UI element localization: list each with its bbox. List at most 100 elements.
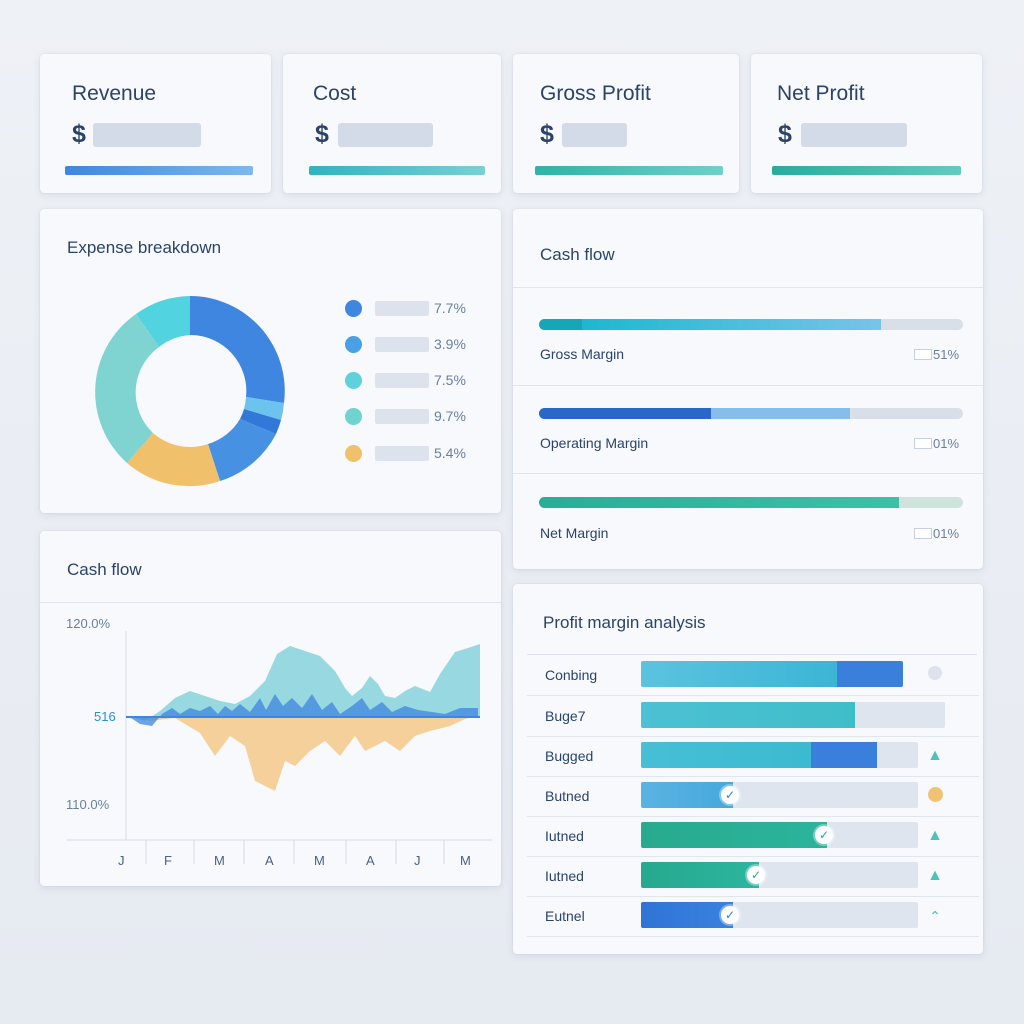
kpi-value-placeholder	[93, 123, 201, 147]
kpi-card-cost[interactable]: Cost $	[283, 54, 501, 193]
kpi-progress-bar	[309, 166, 485, 175]
row-bar-fill	[641, 862, 759, 888]
donut-segment-blue-small[interactable]	[240, 409, 281, 434]
x-tick-label: M	[460, 853, 471, 868]
donut-segment-cyan[interactable]	[136, 296, 190, 347]
bar-segment	[539, 319, 582, 330]
legend-item[interactable]: 7.5%	[345, 369, 495, 391]
row-label: Butned	[545, 788, 590, 804]
value-box	[914, 349, 932, 360]
legend-value: 7.5%	[434, 372, 466, 388]
margin-value: 51%	[933, 347, 960, 362]
legend-value: 9.7%	[434, 408, 466, 424]
margin-label: Operating Margin	[540, 435, 649, 451]
value-box	[914, 438, 932, 449]
check-icon: ✓	[721, 786, 739, 804]
legend-item[interactable]: 5.4%	[345, 442, 495, 464]
profit-row[interactable]: Conbing	[513, 656, 985, 696]
row-bar-track: ✓	[641, 862, 918, 888]
kpi-card-revenue[interactable]: Revenue $	[40, 54, 271, 193]
divider	[40, 602, 501, 603]
legend-label-placeholder	[375, 373, 429, 388]
row-divider	[527, 896, 979, 897]
arrow-up-icon: ▲	[927, 867, 943, 884]
divider	[513, 287, 983, 288]
row-label: Eutnel	[545, 908, 585, 924]
margin-label: Net Margin	[540, 525, 609, 541]
profit-row[interactable]: Butned ✓	[513, 777, 985, 817]
legend-label-placeholder	[375, 337, 429, 352]
profit-row[interactable]: Iutned ✓ ▲	[513, 857, 985, 897]
kpi-title: Revenue	[72, 82, 157, 105]
x-tick-label: F	[164, 853, 172, 868]
row-label: Iutned	[545, 828, 584, 844]
currency-symbol: $	[72, 120, 86, 148]
profit-row[interactable]: Eutnel ✓ ⌃	[513, 897, 985, 937]
legend-value: 5.4%	[434, 445, 466, 461]
legend-item[interactable]: 9.7%	[345, 405, 495, 427]
net-margin-bar[interactable]	[539, 497, 963, 508]
row-divider	[527, 776, 979, 777]
check-icon: ✓	[721, 906, 739, 924]
row-divider	[527, 936, 979, 937]
kpi-value-placeholder	[338, 123, 433, 147]
chevron-up-icon: ⌃	[929, 908, 941, 924]
kpi-title: Net Profit	[777, 82, 865, 105]
donut-chart	[95, 296, 285, 487]
profit-row[interactable]: Buge7	[513, 697, 985, 737]
arrow-up-icon: ▲	[927, 827, 943, 844]
legend-item[interactable]: 7.7%	[345, 297, 495, 319]
kpi-progress-bar	[772, 166, 961, 175]
x-tick-label: A	[265, 853, 274, 868]
x-tick-label: J	[414, 853, 421, 868]
donut-segment-teal[interactable]	[95, 314, 159, 463]
bar-segment	[539, 497, 899, 508]
donut-segment-light-blue[interactable]	[244, 397, 284, 420]
row-bar-fill	[837, 661, 903, 687]
bar-segment	[539, 408, 711, 419]
status-dot-icon	[926, 666, 944, 684]
kpi-card-net-profit[interactable]: Net Profit $	[751, 54, 982, 193]
y-tick-label: 120.0%	[66, 616, 111, 631]
row-bar-track: ✓	[641, 782, 918, 808]
legend-item[interactable]: 3.9%	[345, 333, 495, 355]
legend-label-placeholder	[375, 446, 429, 461]
row-label: Buge7	[545, 708, 586, 724]
kpi-title: Cost	[313, 82, 357, 105]
divider	[513, 473, 983, 474]
row-bar-fill	[811, 742, 877, 768]
kpi-progress-bar	[535, 166, 723, 175]
y-tick-label: 516	[94, 709, 116, 724]
cashflow-area-chart: 120.0% 516 110.0% J F M A M A J M	[66, 616, 492, 868]
donut-segment-blue-large[interactable]	[190, 296, 285, 403]
operating-margin-bar[interactable]	[539, 408, 963, 419]
legend-dot	[345, 372, 362, 389]
row-bar-fill	[641, 661, 837, 687]
legend-dot	[345, 408, 362, 425]
row-bar-track	[641, 702, 945, 728]
kpi-value-placeholder	[801, 123, 907, 147]
row-bar-fill	[641, 822, 827, 848]
kpi-title: Gross Profit	[540, 82, 651, 105]
panel-title: Profit margin analysis	[543, 613, 706, 632]
bar-segment	[711, 408, 850, 419]
donut-segment-yellow[interactable]	[127, 433, 220, 487]
legend-value: 3.9%	[434, 336, 466, 352]
kpi-card-gross-profit[interactable]: Gross Profit $	[513, 54, 739, 193]
profit-row[interactable]: Iutned ✓ ▲	[513, 817, 985, 857]
margins-panel: Cash flow Gross Margin 51% Operating Mar…	[513, 209, 983, 569]
y-tick-label: 110.0%	[66, 797, 110, 812]
x-tick-label: A	[366, 853, 375, 868]
profit-row[interactable]: Bugged ▲	[513, 737, 985, 777]
gross-margin-bar[interactable]	[539, 319, 963, 330]
x-tick-label: M	[314, 853, 325, 868]
row-bar-track: ✓	[641, 902, 918, 928]
row-label: Conbing	[545, 667, 598, 683]
value-box	[914, 528, 932, 539]
status-dot-icon	[926, 787, 944, 805]
currency-symbol: $	[315, 120, 329, 148]
margin-label: Gross Margin	[540, 346, 625, 362]
row-divider	[527, 856, 979, 857]
donut-segment-blue-bottom[interactable]	[208, 419, 276, 481]
row-bar-track	[641, 661, 903, 687]
